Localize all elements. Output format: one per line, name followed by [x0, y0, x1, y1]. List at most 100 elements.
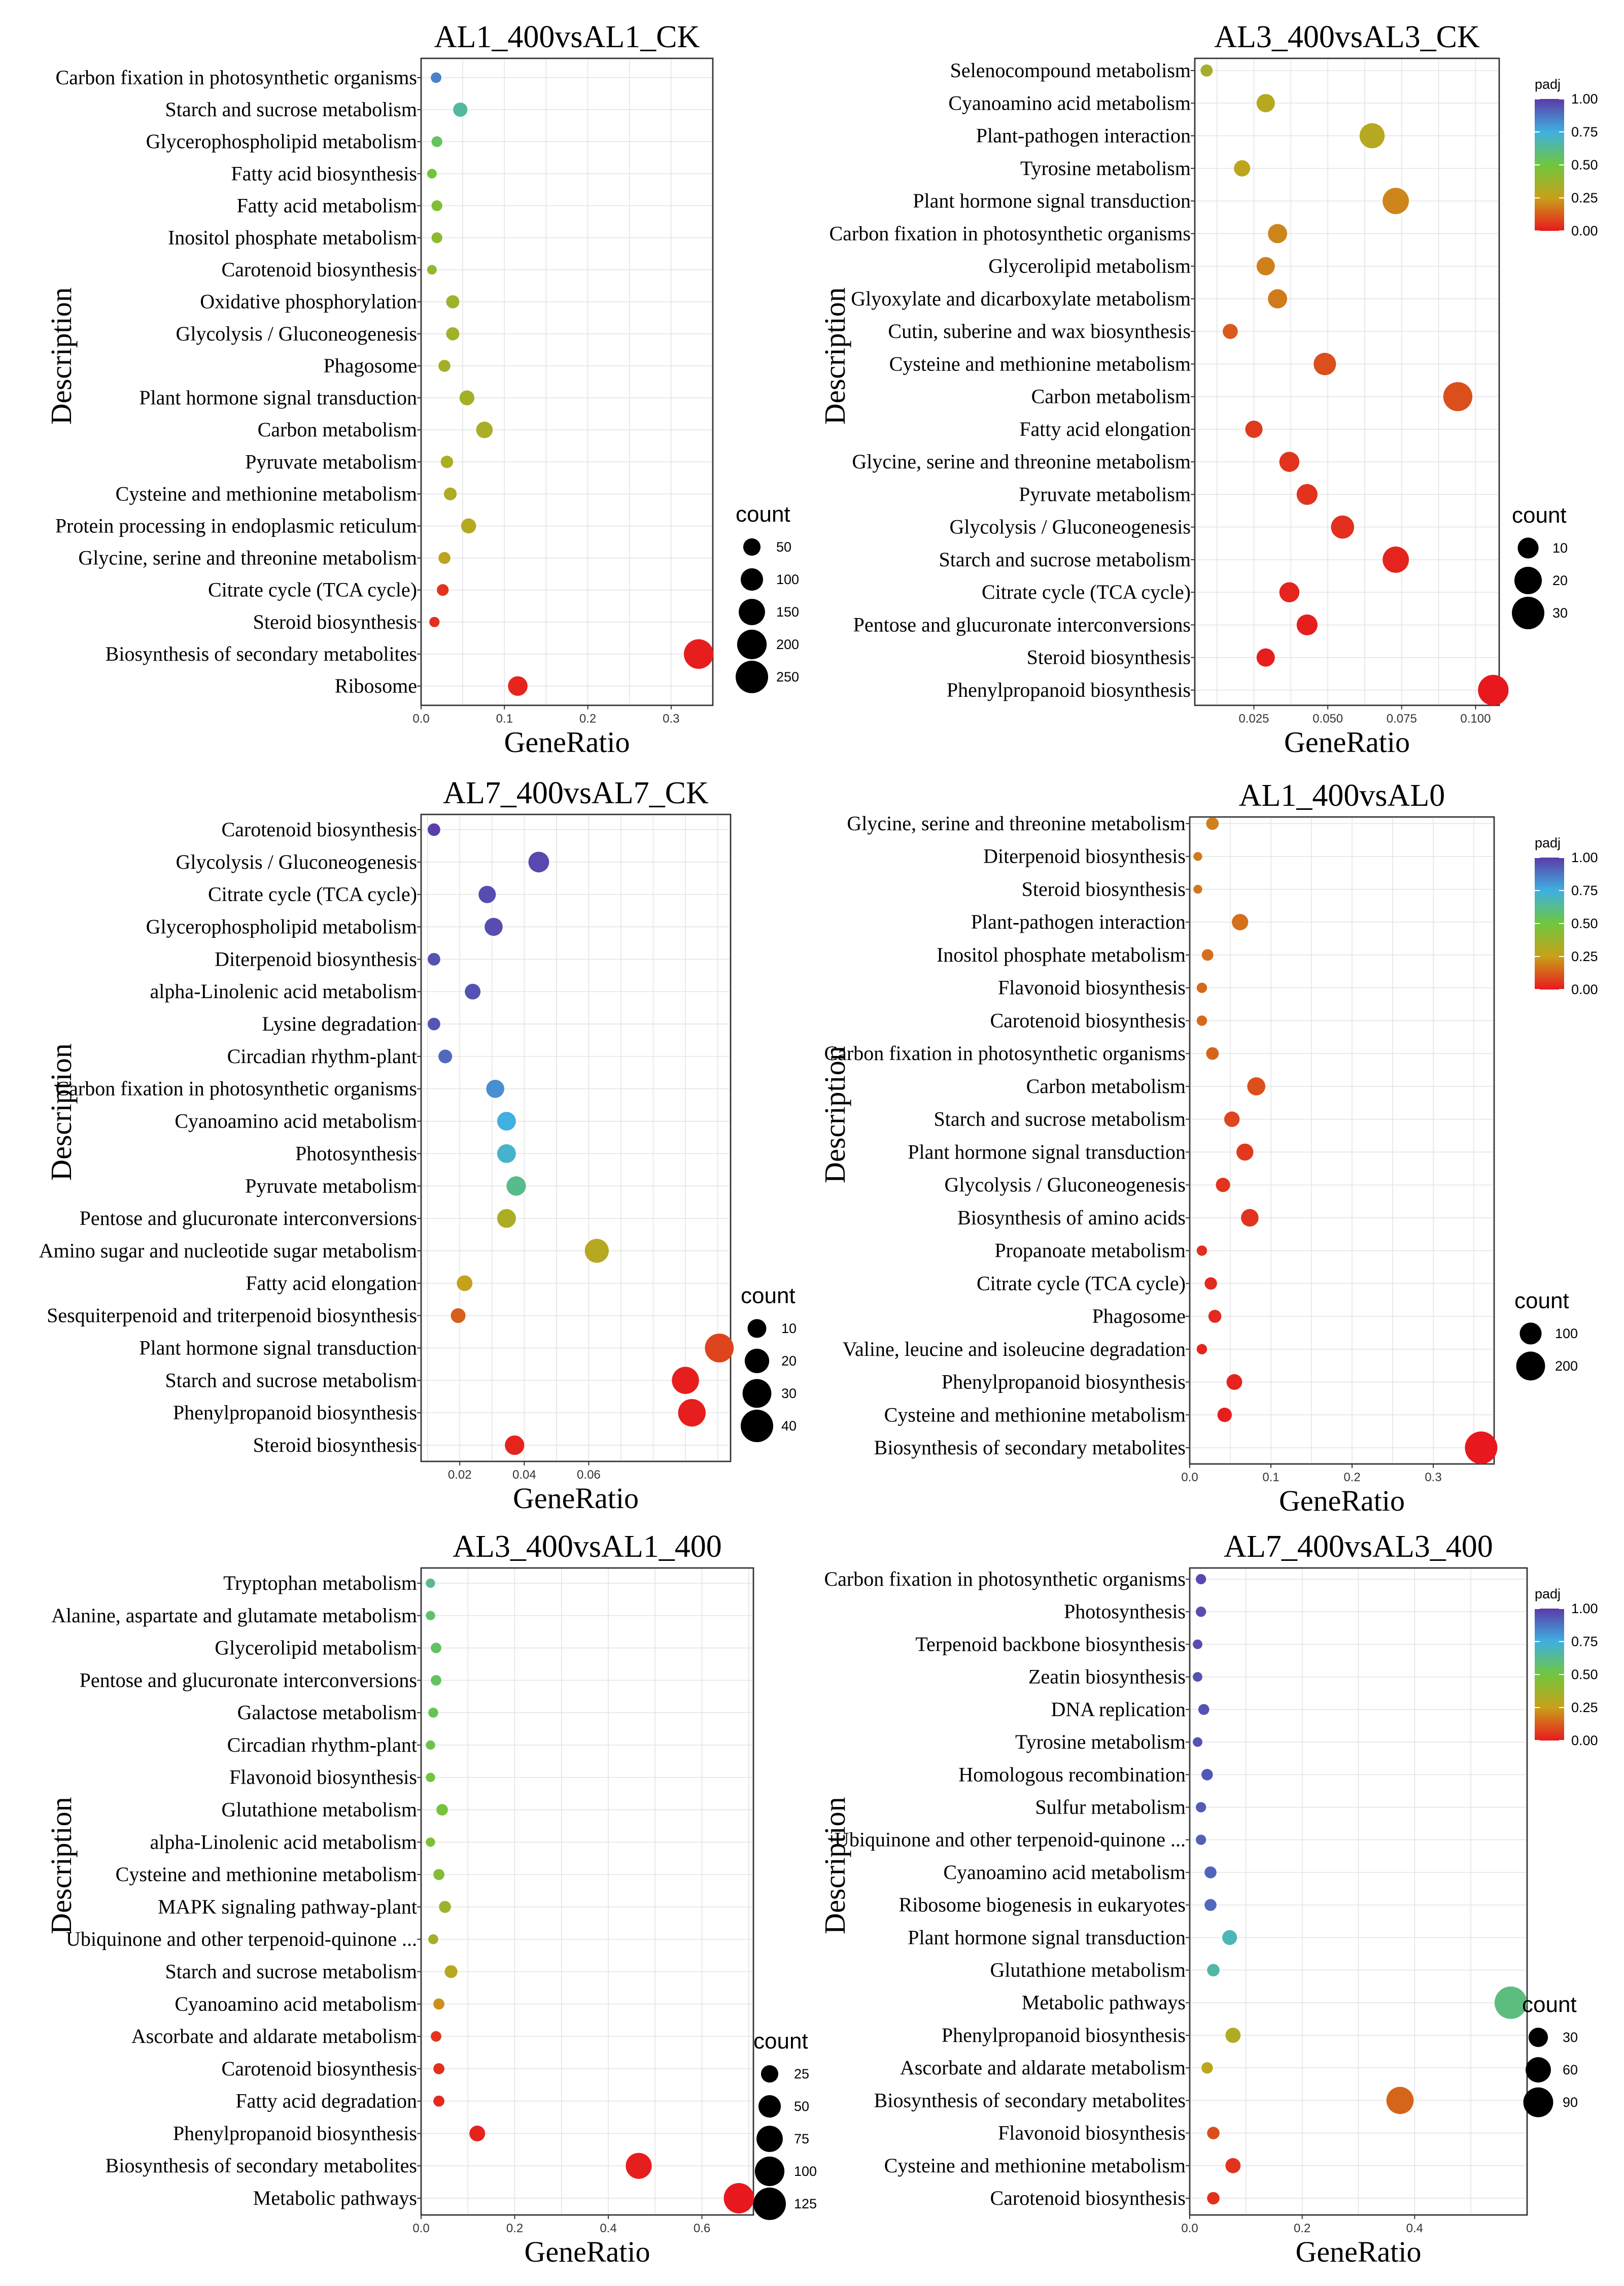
count-legend-title: count — [1522, 1992, 1577, 2017]
x-axis-label: GeneRatio — [513, 1482, 639, 1515]
y-tick-label: Cysteine and methionine metabolism — [889, 352, 1191, 375]
y-tick-label: Starch and sucrose metabolism — [165, 1369, 417, 1391]
count-legend-key — [740, 568, 764, 591]
count-legend-label: 100 — [794, 2164, 817, 2179]
data-point — [1224, 1111, 1240, 1127]
data-point — [1196, 1344, 1207, 1355]
y-tick-label: Plant hormone signal transduction — [908, 1926, 1186, 1949]
padj-legend-label: 1.00 — [1571, 850, 1598, 865]
y-tick-label: Homologous recombination — [958, 1763, 1186, 1786]
count-legend-key — [1516, 1351, 1545, 1381]
data-point — [433, 2095, 444, 2107]
data-point — [1443, 382, 1473, 412]
padj-legend-label: 0.50 — [1571, 157, 1598, 173]
count-legend: count 50 100 150 200 250 — [736, 502, 799, 693]
y-tick-label: Alanine, aspartate and glutamate metabol… — [51, 1604, 417, 1627]
y-tick-label: Plant-pathogen interaction — [971, 910, 1186, 933]
count-legend-label: 10 — [781, 1321, 797, 1336]
data-point — [1236, 1143, 1254, 1161]
chart-title: AL7_400vsAL3_400 — [1224, 1529, 1493, 1564]
count-legend-key — [744, 1348, 770, 1374]
data-point — [1193, 852, 1202, 861]
y-tick-label: Galactose metabolism — [237, 1701, 417, 1724]
count-legend-title: count — [736, 502, 790, 527]
y-tick-label: Steroid biosynthesis — [1022, 877, 1186, 900]
x-tick-label: 0.4 — [600, 2222, 616, 2235]
data-point — [1207, 2127, 1220, 2139]
data-point — [672, 1367, 699, 1394]
data-point — [1204, 1277, 1217, 1290]
count-legend-key — [754, 2156, 785, 2187]
x-tick-label: 0.04 — [512, 1468, 536, 1482]
padj-legend-label: 0.00 — [1571, 223, 1598, 238]
data-point — [1386, 2087, 1414, 2114]
y-tick-label: Diterpenoid biosynthesis — [215, 947, 417, 970]
data-point — [428, 952, 440, 966]
x-tick-label: 0.025 — [1238, 712, 1269, 726]
plot-area — [1194, 57, 1500, 706]
data-point — [1383, 188, 1409, 214]
y-tick-label: Phagosome — [1092, 1305, 1186, 1327]
y-tick-label: Glycerolipid metabolism — [988, 255, 1191, 278]
data-point — [1226, 1374, 1242, 1390]
data-point — [528, 851, 549, 873]
data-point — [1196, 1607, 1206, 1617]
padj-legend-label: 0.75 — [1571, 883, 1598, 898]
y-tick-label: Biosynthesis of amino acids — [957, 1206, 1186, 1229]
count-legend-key — [761, 2065, 779, 2083]
y-tick-label: Valine, leucine and isoleucine degradati… — [843, 1338, 1186, 1360]
data-point — [1196, 982, 1207, 993]
x-tick-label: 0.1 — [496, 712, 513, 726]
y-tick-label: Inositol phosphate metabolism — [937, 943, 1186, 966]
data-point — [1223, 324, 1238, 339]
y-tick-label: Glycolysis / Gluconeogenesis — [176, 322, 418, 345]
count-legend-label: 60 — [1563, 2062, 1578, 2077]
y-axis-label: Description — [818, 1797, 851, 1934]
count-legend-label: 125 — [794, 2196, 817, 2211]
y-tick-label: Glycine, serine and threonine metabolism — [852, 450, 1191, 473]
data-point — [1268, 289, 1288, 309]
data-point — [429, 617, 440, 627]
count-legend-label: 100 — [1555, 1326, 1578, 1341]
count-legend-key — [1519, 1322, 1542, 1345]
count-legend-key — [1528, 2027, 1548, 2048]
count-legend-key — [743, 538, 761, 556]
data-point — [1201, 2062, 1213, 2074]
y-tick-label: Glycerophospholipid metabolism — [146, 915, 417, 938]
y-tick-label: Phenylpropanoid biosynthesis — [173, 1401, 417, 1424]
data-point — [1245, 420, 1263, 438]
count-legend: count 10 20 30 40 — [741, 1283, 797, 1442]
data-point — [1196, 1245, 1207, 1256]
y-tick-label: Tyrosine metabolism — [1020, 157, 1191, 180]
y-tick-label: Fatty acid elongation — [1019, 418, 1191, 440]
data-point — [438, 1049, 453, 1064]
y-tick-label: Carbon metabolism — [258, 418, 417, 441]
data-point — [497, 1209, 516, 1228]
y-tick-label: Citrate cycle (TCA cycle) — [208, 578, 417, 601]
y-tick-label: Ribosome — [335, 674, 417, 697]
y-tick-label: Carbon metabolism — [1031, 385, 1191, 408]
data-point — [1225, 2027, 1241, 2043]
data-point — [446, 295, 460, 309]
data-point — [426, 1837, 435, 1847]
data-point — [440, 456, 454, 468]
count-legend-label: 50 — [794, 2099, 809, 2114]
data-point — [1359, 123, 1385, 149]
y-tick-label: Glycerophospholipid metabolism — [146, 130, 417, 153]
y-tick-label: Cyanoamino acid metabolism — [175, 1992, 417, 2015]
x-axis-label: GeneRatio — [524, 2235, 650, 2268]
y-tick-label: Biosynthesis of secondary metabolites — [106, 2154, 417, 2177]
y-tick-label: Carotenoid biosynthesis — [221, 258, 417, 281]
y-tick-label: Metabolic pathways — [253, 2187, 417, 2209]
y-tick-label: Plant hormone signal transduction — [139, 386, 417, 409]
chart-title: AL1_400vsAL0 — [1239, 778, 1445, 813]
data-point — [486, 1079, 504, 1098]
x-tick-label: 0.2 — [579, 712, 596, 726]
count-legend-label: 25 — [794, 2066, 809, 2082]
data-point — [1222, 1930, 1237, 1945]
y-tick-label: Steroid biosynthesis — [253, 1434, 417, 1456]
x-tick-label: 0.2 — [1343, 1471, 1360, 1484]
y-tick-label: Fatty acid elongation — [246, 1272, 417, 1294]
padj-legend: padj 1.00 0.75 0.50 0.25 0.00 — [1535, 77, 1598, 238]
data-point — [446, 327, 460, 340]
